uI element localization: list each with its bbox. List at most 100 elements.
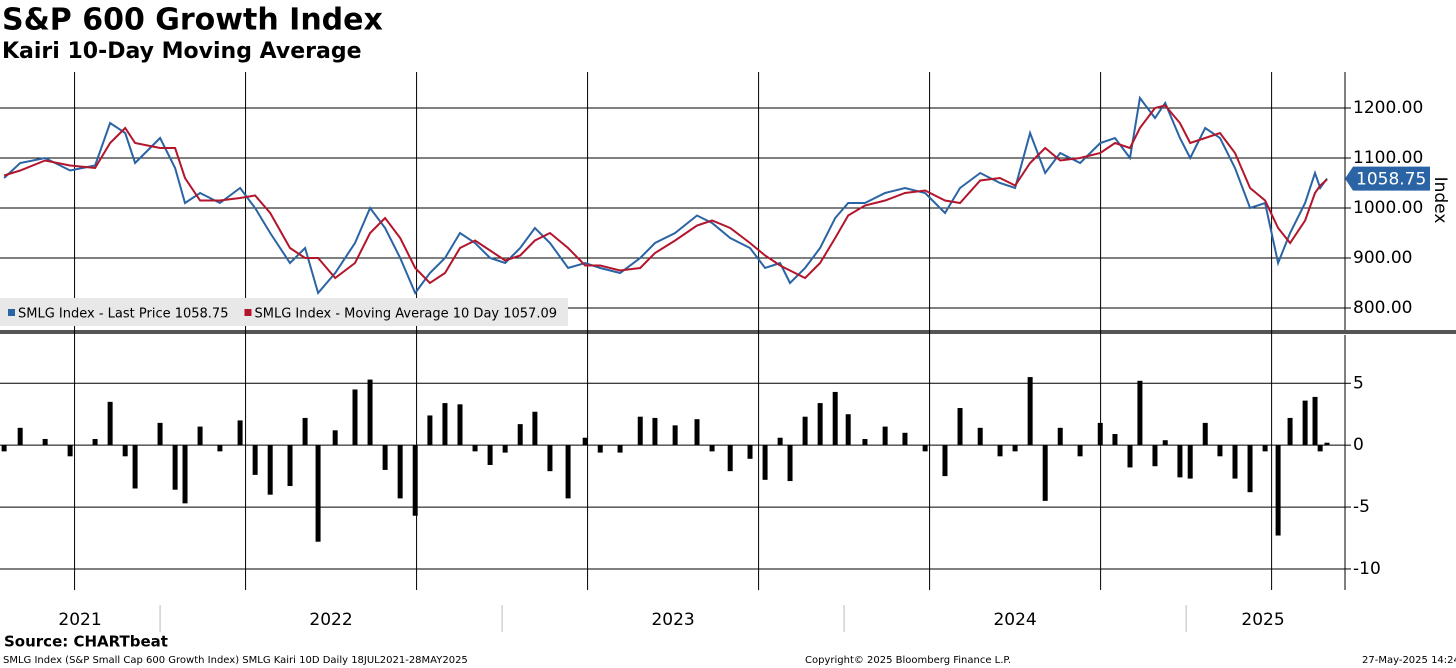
bar	[17, 427, 23, 446]
bar	[1137, 380, 1143, 446]
bar	[1057, 427, 1063, 446]
footer-description: SMLG Index (S&P Small Cap 600 Growth Ind…	[3, 655, 468, 666]
y-tick-label: 900.00	[1353, 248, 1412, 268]
bar	[1217, 445, 1223, 457]
y-tick-label: 1000.00	[1353, 198, 1423, 218]
bar	[1077, 445, 1083, 457]
bar	[652, 417, 658, 446]
bar	[427, 415, 433, 446]
bar	[672, 425, 678, 446]
bar	[777, 437, 783, 446]
series-line	[3, 95, 1328, 296]
bar	[1112, 434, 1118, 446]
bar	[727, 445, 733, 472]
bar	[617, 445, 623, 453]
legend: SMLG Index - Last Price 1058.75 SMLG Inde…	[0, 298, 568, 326]
legend-box	[0, 298, 568, 326]
bar	[922, 445, 928, 452]
bar	[547, 445, 553, 472]
bar	[172, 445, 178, 490]
bar	[1012, 445, 1018, 452]
bar	[442, 403, 448, 446]
bar	[397, 445, 403, 499]
bar	[67, 445, 73, 457]
y-axis-title: Index	[1430, 177, 1450, 224]
bar	[92, 438, 98, 446]
bar	[709, 445, 715, 452]
bar	[747, 445, 753, 459]
y-tick-label: 800.00	[1353, 298, 1412, 318]
y-tick-label: 5	[1353, 373, 1364, 393]
bar	[502, 445, 508, 453]
bar	[1187, 445, 1193, 479]
bar	[1177, 445, 1183, 478]
chart-title: S&P 600 Growth Index	[2, 3, 383, 38]
bar	[217, 445, 223, 452]
bar	[1162, 440, 1168, 446]
bar	[1324, 442, 1330, 446]
x-tick-label: 2024	[993, 610, 1036, 630]
legend-swatch	[8, 309, 15, 316]
bar	[42, 438, 48, 446]
bar	[352, 389, 358, 446]
last-price-flag	[1345, 166, 1430, 191]
bar	[957, 408, 963, 446]
legend-label: SMLG Index - Last Price 1058.75	[18, 307, 228, 322]
bar	[1042, 445, 1048, 501]
bar	[942, 445, 948, 477]
legend-label: SMLG Index - Moving Average 10 Day 1057.…	[254, 307, 557, 322]
bar	[882, 426, 888, 446]
bar	[132, 445, 138, 489]
bar	[565, 445, 571, 499]
bar	[1152, 445, 1158, 467]
bar	[472, 445, 478, 452]
bar	[412, 445, 418, 516]
bar	[787, 445, 793, 482]
bar	[817, 403, 823, 446]
bar	[1027, 377, 1033, 446]
y-tick-label: 0	[1353, 435, 1364, 455]
last-price-label: 1058.75	[1356, 170, 1426, 190]
bar	[1097, 422, 1103, 446]
bar	[1127, 445, 1133, 468]
bar	[1232, 445, 1238, 479]
legend-swatch	[244, 309, 252, 316]
bar	[287, 445, 293, 487]
x-tick-label: 2021	[58, 610, 101, 630]
bar	[694, 419, 700, 446]
bar	[902, 432, 908, 446]
bar	[237, 420, 243, 446]
bar	[315, 445, 321, 542]
bar	[1, 445, 7, 452]
bar	[1312, 396, 1318, 446]
bar	[367, 379, 373, 446]
bar	[302, 417, 308, 446]
series-line	[3, 104, 1328, 285]
bar	[637, 416, 643, 446]
y-tick-label: -10	[1353, 559, 1381, 579]
bar	[487, 445, 493, 465]
bar	[182, 445, 188, 504]
copyright: Copyright© 2025 Bloomberg Finance L.P.	[805, 655, 1011, 666]
bar	[1262, 445, 1268, 452]
bar	[832, 391, 838, 446]
source: Source: CHARTbeat	[4, 633, 168, 651]
y-tick-label: 1200.00	[1353, 98, 1423, 118]
bar	[382, 445, 388, 470]
bar	[1302, 400, 1308, 446]
bar	[517, 424, 523, 446]
bar	[252, 445, 258, 475]
bar	[597, 445, 603, 453]
x-tick-label: 2023	[651, 610, 694, 630]
bar	[802, 416, 808, 446]
bar	[122, 445, 128, 457]
bar	[332, 430, 338, 446]
bar	[532, 411, 538, 446]
bar	[157, 422, 163, 446]
bar	[1317, 445, 1323, 452]
bar	[762, 445, 768, 480]
bar	[1247, 445, 1253, 493]
x-tick-label: 2025	[1241, 610, 1284, 630]
timestamp: 27-May-2025 14:24:31	[1362, 655, 1456, 666]
